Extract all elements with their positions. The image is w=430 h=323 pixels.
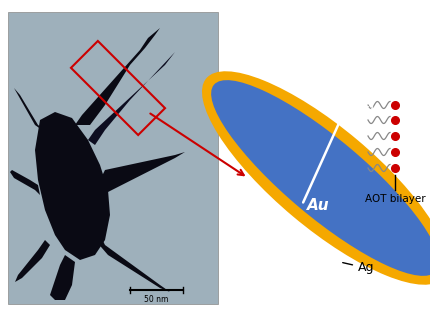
Ellipse shape — [211, 80, 430, 276]
Text: 50 nm: 50 nm — [144, 295, 169, 304]
Polygon shape — [88, 42, 185, 145]
Polygon shape — [14, 88, 48, 132]
Polygon shape — [50, 255, 75, 300]
Polygon shape — [10, 170, 40, 195]
Polygon shape — [15, 240, 50, 282]
Polygon shape — [100, 152, 185, 195]
Bar — [8, 12, 218, 304]
Ellipse shape — [202, 71, 430, 285]
Text: Au: Au — [307, 197, 329, 213]
Text: AOT bilayer: AOT bilayer — [365, 194, 425, 204]
Text: Ag: Ag — [343, 262, 375, 275]
Polygon shape — [75, 28, 160, 125]
Text: [011]: [011] — [346, 98, 374, 108]
Polygon shape — [35, 112, 110, 260]
Polygon shape — [95, 235, 170, 292]
